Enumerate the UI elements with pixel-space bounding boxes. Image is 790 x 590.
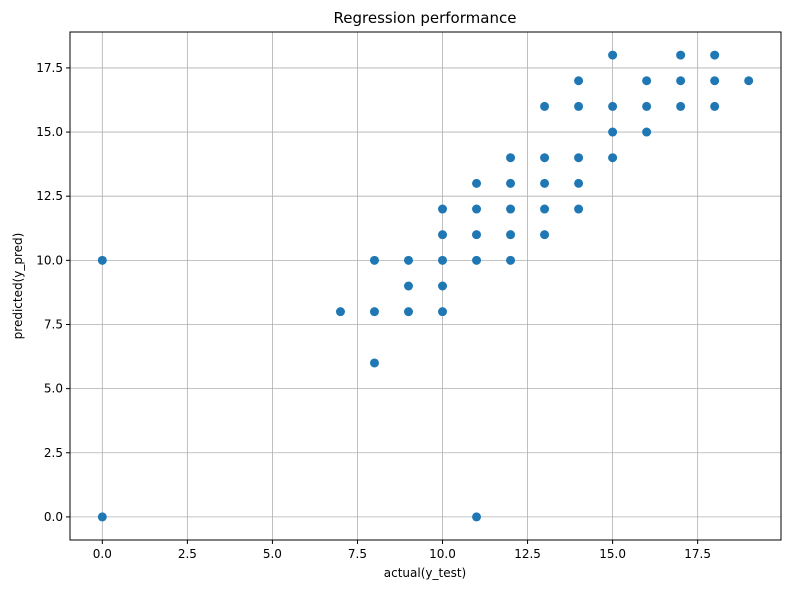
scatter-point	[642, 76, 652, 86]
x-tick-label: 0.0	[93, 547, 112, 561]
scatter-point	[472, 230, 482, 240]
y-tick-label: 17.5	[36, 61, 63, 75]
data-points	[97, 50, 754, 522]
scatter-point	[676, 50, 686, 60]
scatter-point	[369, 358, 379, 368]
y-tick-label: 15.0	[36, 125, 63, 139]
chart-title: Regression performance	[334, 9, 517, 27]
x-tick-label: 17.5	[684, 547, 711, 561]
scatter-point	[608, 127, 618, 137]
scatter-point	[710, 101, 720, 111]
scatter-point	[608, 153, 618, 163]
x-axis-label: actual(y_test)	[384, 566, 466, 580]
scatter-point	[676, 101, 686, 111]
scatter-point	[574, 204, 584, 214]
scatter-point	[472, 178, 482, 188]
scatter-point	[642, 101, 652, 111]
scatter-point	[574, 76, 584, 86]
scatter-point	[97, 255, 107, 265]
scatter-point	[574, 178, 584, 188]
scatter-point	[335, 307, 345, 317]
scatter-point	[97, 512, 107, 522]
scatter-point	[438, 230, 448, 240]
scatter-point	[438, 307, 448, 317]
scatter-point	[540, 204, 550, 214]
x-tick-label: 15.0	[599, 547, 626, 561]
x-tick-label: 2.5	[178, 547, 197, 561]
scatter-point	[608, 50, 618, 60]
scatter-point	[676, 76, 686, 86]
y-tick-label: 0.0	[44, 510, 63, 524]
scatter-point	[403, 307, 413, 317]
scatter-point	[472, 255, 482, 265]
scatter-point	[540, 101, 550, 111]
scatter-point	[540, 153, 550, 163]
y-tick-label: 10.0	[36, 253, 63, 267]
scatter-point	[438, 255, 448, 265]
x-tick-label: 5.0	[263, 547, 282, 561]
scatter-point	[506, 255, 516, 265]
scatter-point	[403, 281, 413, 291]
scatter-point	[744, 76, 754, 86]
plot-frame	[69, 31, 782, 541]
y-tick-label: 5.0	[44, 382, 63, 396]
y-tick-label: 7.5	[44, 317, 63, 331]
scatter-point	[438, 204, 448, 214]
y-axis-ticks: 0.0 2.5 5.0 7.5 10.0 12.5 15.0 17.5	[36, 61, 70, 524]
x-tick-label: 10.0	[429, 547, 456, 561]
scatter-point	[506, 153, 516, 163]
scatter-point	[642, 127, 652, 137]
scatter-point	[506, 230, 516, 240]
scatter-point	[472, 512, 482, 522]
scatter-point	[506, 178, 516, 188]
scatter-point	[710, 50, 720, 60]
y-tick-label: 12.5	[36, 189, 63, 203]
scatter-point	[540, 230, 550, 240]
y-axis-label: predicted(y_pred)	[11, 233, 25, 340]
scatter-point	[472, 204, 482, 214]
scatter-point	[608, 101, 618, 111]
scatter-point	[574, 101, 584, 111]
scatter-point	[574, 153, 584, 163]
scatter-point	[540, 178, 550, 188]
scatter-point	[369, 255, 379, 265]
scatter-point	[403, 255, 413, 265]
scatter-point	[438, 281, 448, 291]
x-axis-ticks: 0.0 2.5 5.0 7.5 10.0 12.5 15.0 17.5	[93, 540, 711, 561]
x-tick-label: 7.5	[348, 547, 367, 561]
y-tick-label: 2.5	[44, 446, 63, 460]
scatter-point	[710, 76, 720, 86]
scatter-point	[506, 204, 516, 214]
scatter-point	[369, 307, 379, 317]
x-tick-label: 12.5	[514, 547, 541, 561]
